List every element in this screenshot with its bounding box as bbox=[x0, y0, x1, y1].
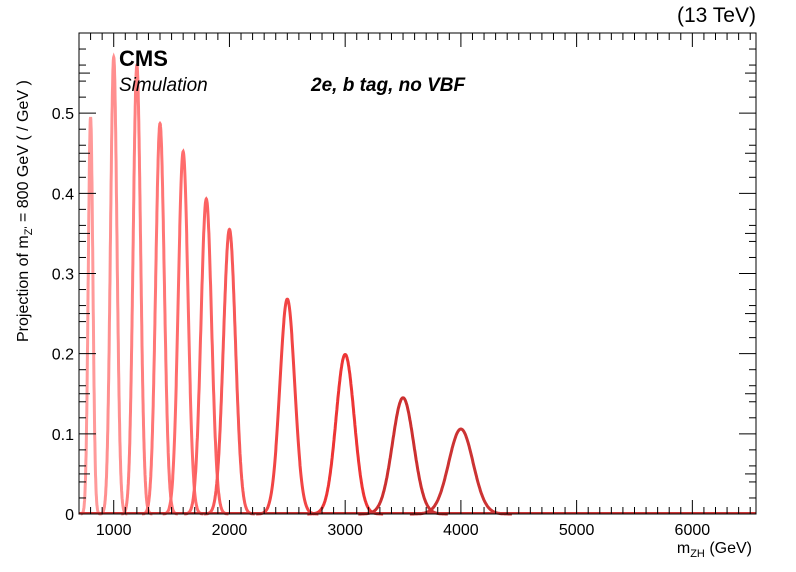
y-axis-title-rest: = 800 GeV ( / GeV ) bbox=[15, 80, 32, 226]
x-tick-label: 1000 bbox=[96, 522, 132, 539]
y-tick-label: 0.1 bbox=[52, 427, 74, 444]
series-curve-1000 bbox=[99, 52, 128, 516]
y-axis-title-main: Projection of m bbox=[15, 235, 32, 342]
plot-frame bbox=[78, 32, 757, 515]
series-curve-1400 bbox=[142, 120, 179, 516]
y-tick-label: 0.2 bbox=[52, 347, 74, 364]
y-axis-title-sub: Z' bbox=[23, 226, 35, 235]
y-tick-label: 0 bbox=[65, 507, 74, 524]
x-tick-label: 5000 bbox=[559, 522, 595, 539]
x-axis-title-sub: ZH bbox=[690, 548, 705, 560]
x-axis-title-main: m bbox=[677, 540, 690, 557]
series-curves bbox=[79, 52, 756, 516]
series-curve-2000 bbox=[203, 227, 255, 516]
simulation-label: Simulation bbox=[119, 75, 208, 96]
x-tick-label: 2000 bbox=[212, 522, 248, 539]
x-tick-label: 6000 bbox=[675, 522, 711, 539]
category-label: 2e, b tag, no VBF bbox=[310, 75, 467, 96]
series-curve-3000 bbox=[307, 352, 384, 516]
energy-label: (13 TeV) bbox=[677, 4, 756, 27]
series-curve-800 bbox=[80, 116, 101, 516]
x-tick-label: 4000 bbox=[443, 522, 479, 539]
y-axis-title: Projection of mZ' = 800 GeV ( / GeV ) bbox=[15, 80, 35, 342]
y-tick-label: 0.5 bbox=[52, 106, 74, 123]
experiment-label: CMS bbox=[119, 46, 168, 71]
y-tick-labels: 0 0.1 0.2 0.3 0.4 0.5 bbox=[52, 106, 74, 524]
axis-ticks bbox=[79, 33, 756, 515]
series-curve-1800 bbox=[183, 196, 230, 516]
series-curve-1600 bbox=[162, 148, 204, 516]
x-axis-title-unit: (GeV) bbox=[705, 540, 752, 557]
x-tick-labels: 1000 2000 3000 4000 5000 6000 bbox=[96, 522, 710, 539]
x-tick-label: 3000 bbox=[327, 522, 363, 539]
y-tick-label: 0.3 bbox=[52, 267, 74, 284]
y-tick-label: 0.4 bbox=[52, 186, 74, 203]
series-curve-3500 bbox=[358, 396, 448, 516]
x-axis-title: mZH (GeV) bbox=[677, 540, 752, 560]
series-curve-2500 bbox=[256, 297, 319, 516]
